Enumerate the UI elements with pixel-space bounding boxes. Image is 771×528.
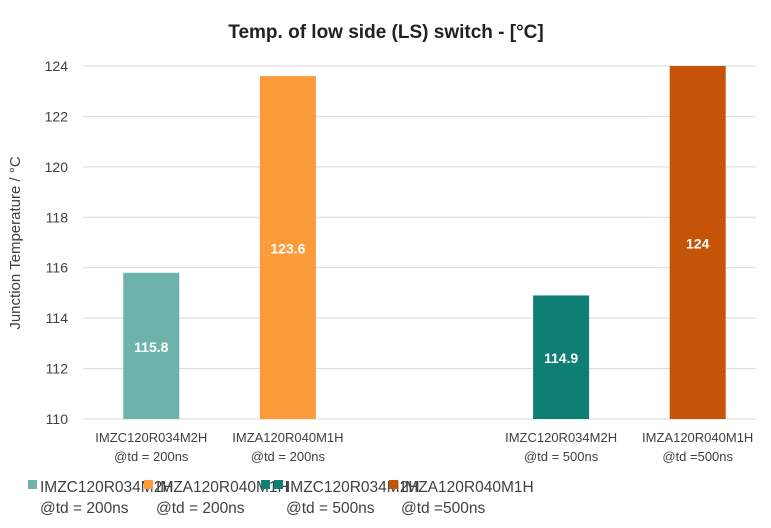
- y-tick-label: 112: [46, 361, 69, 377]
- legend-label: @td = 200ns: [40, 500, 129, 517]
- y-tick-label: 122: [45, 108, 69, 124]
- data-label: 123.6: [270, 241, 305, 257]
- bar: [259, 76, 316, 419]
- legend-swatch: [274, 480, 283, 489]
- x-tick-label: IMZA120R040M1H: [642, 430, 753, 445]
- x-tick-label: @td =500ns: [662, 449, 733, 464]
- chart-title: Temp. of low side (LS) switch - [°C]: [228, 22, 543, 43]
- x-tick-label: @td = 200ns: [114, 449, 189, 464]
- legend-label: IMZA120R040M1H: [401, 479, 534, 496]
- legend-label: @td = 500ns: [286, 500, 375, 517]
- y-tick-label: 114: [46, 310, 69, 326]
- x-tick-label: IMZC120R034M2H: [95, 430, 207, 445]
- y-tick-label: 120: [45, 159, 69, 175]
- legend-swatch: [28, 480, 37, 489]
- y-tick-label: 116: [46, 260, 69, 276]
- legend-swatch: [144, 480, 153, 489]
- x-tick-label: @td = 200ns: [251, 449, 326, 464]
- bar: [669, 66, 726, 419]
- y-tick-label: 110: [46, 411, 69, 427]
- bar: [123, 272, 180, 419]
- data-label: 124: [686, 236, 710, 252]
- legend-label: IMZC120R034M2H: [286, 479, 420, 496]
- legend-swatch: [261, 480, 270, 489]
- bar: [533, 295, 590, 419]
- data-label: 114.9: [544, 350, 578, 366]
- y-tick-label: 118: [46, 209, 69, 225]
- legend-swatch: [389, 480, 398, 489]
- legend-label: @td =500ns: [401, 500, 486, 517]
- y-axis-label: Junction Temperature / °C: [7, 156, 24, 329]
- legend-label: @td = 200ns: [156, 500, 245, 517]
- x-tick-label: IMZC120R034M2H: [505, 430, 617, 445]
- y-tick-label: 124: [45, 58, 69, 74]
- data-label: 115.8: [134, 339, 168, 355]
- x-tick-label: @td = 500ns: [524, 449, 599, 464]
- x-tick-label: IMZA120R040M1H: [232, 430, 343, 445]
- legend-label: IMZA120R040M1H: [156, 479, 289, 496]
- legend-label: IMZC120R034M2H: [40, 479, 174, 496]
